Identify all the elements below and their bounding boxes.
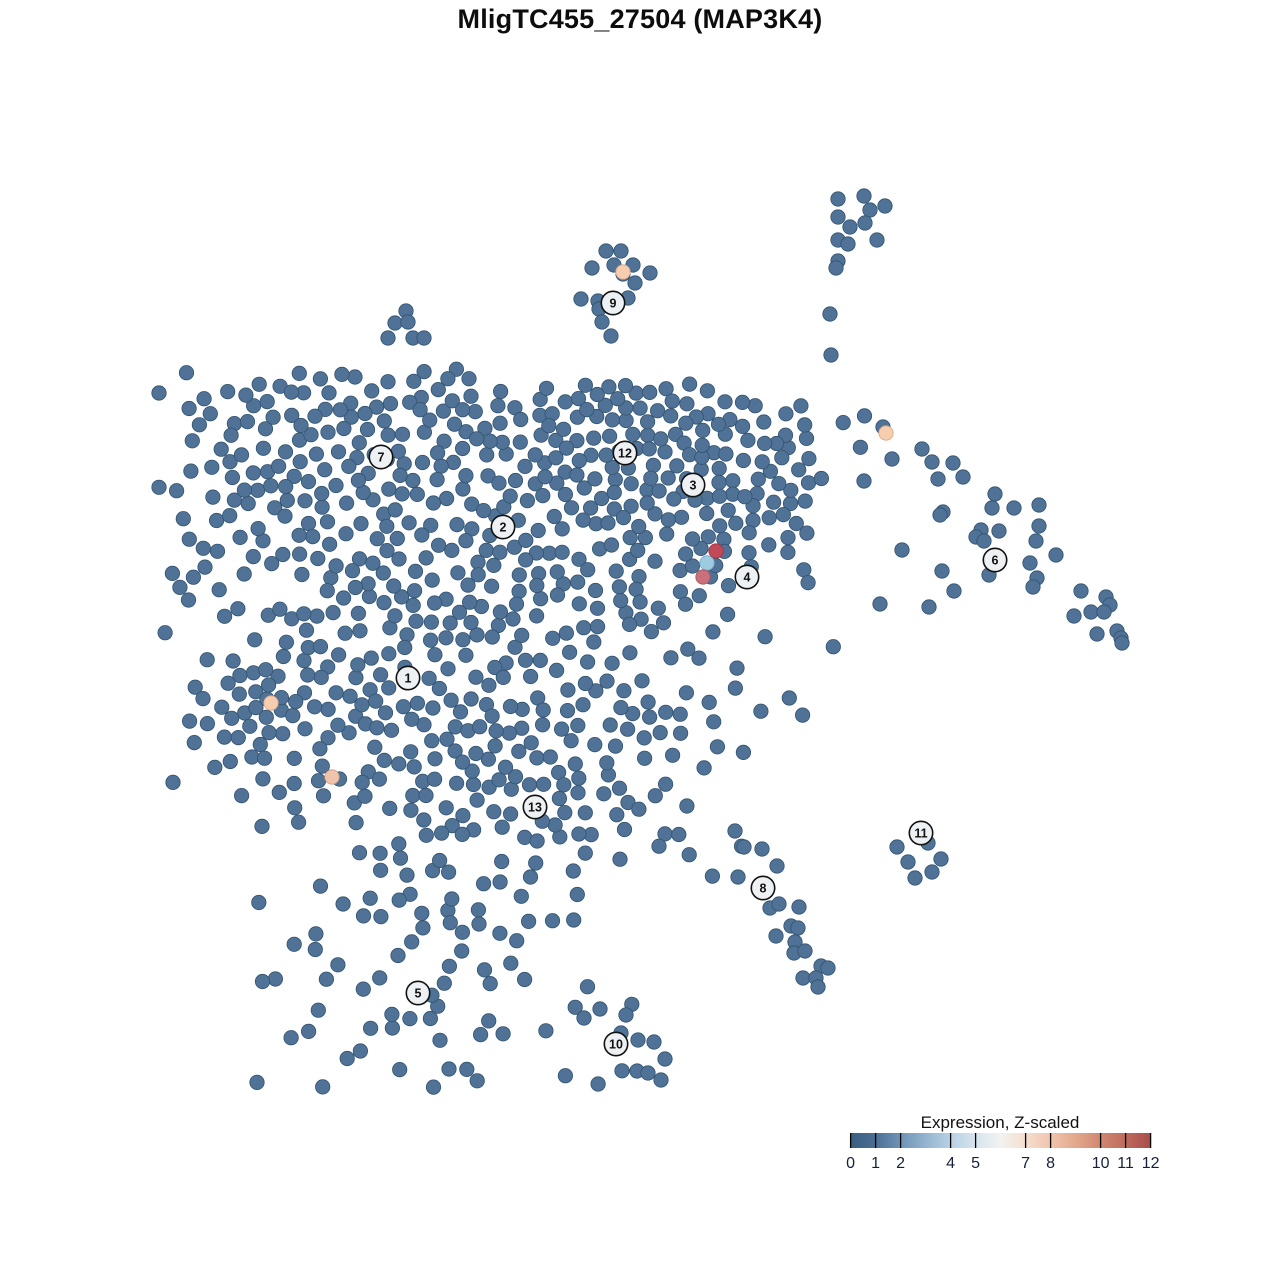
svg-text:7: 7 (1021, 1155, 1030, 1172)
svg-text:1: 1 (405, 671, 412, 685)
svg-text:0: 0 (846, 1155, 855, 1172)
svg-text:13: 13 (528, 800, 542, 814)
svg-text:11: 11 (1117, 1155, 1134, 1172)
svg-text:1: 1 (871, 1155, 880, 1172)
svg-text:3: 3 (690, 478, 697, 492)
svg-text:6: 6 (992, 553, 999, 567)
svg-text:4: 4 (946, 1155, 955, 1172)
svg-text:11: 11 (914, 826, 927, 840)
svg-text:9: 9 (610, 296, 617, 310)
svg-text:Expression, Z-scaled: Expression, Z-scaled (921, 1113, 1080, 1132)
svg-text:12: 12 (618, 446, 632, 460)
svg-text:2: 2 (500, 520, 507, 534)
svg-text:7: 7 (378, 450, 385, 464)
svg-text:4: 4 (744, 570, 751, 584)
svg-text:5: 5 (971, 1155, 980, 1172)
svg-text:5: 5 (415, 986, 422, 1000)
svg-text:8: 8 (760, 881, 767, 895)
svg-text:10: 10 (1092, 1155, 1110, 1172)
svg-text:12: 12 (1142, 1155, 1160, 1172)
svg-text:8: 8 (1046, 1155, 1055, 1172)
svg-text:2: 2 (896, 1155, 905, 1172)
svg-text:10: 10 (609, 1037, 623, 1051)
